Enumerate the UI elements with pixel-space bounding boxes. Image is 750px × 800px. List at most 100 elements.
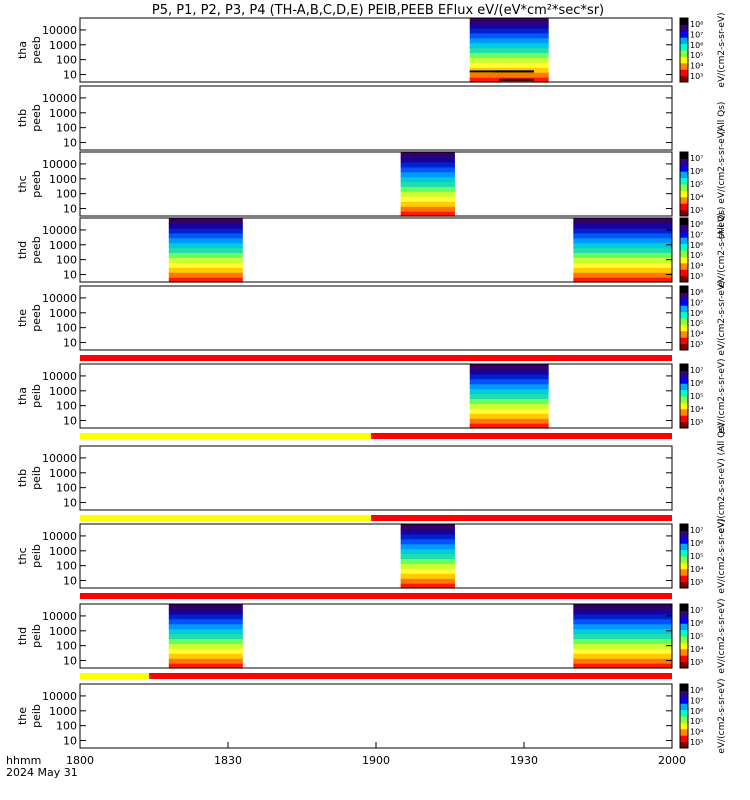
spectrogram-band-thd-peeb-0-0 [168,277,243,283]
colorbar-segment-thc-peeb-9 [680,152,688,159]
mode-bar-tha-peib-0 [80,433,372,439]
colorbar-segment-thc-peeb-8 [680,158,688,166]
colorbar-segment-thc-peib-1 [680,575,688,583]
spectrogram-band-tha-peib-0-10 [469,373,549,380]
spectrogram-band-tha-peib-0-5 [469,398,549,404]
spectrogram-band-thd-peib-1-3 [573,648,672,654]
colorbar-tick-thd-peeb-5: 10³ [690,272,703,281]
colorbar-segment-thd-peeb-9 [680,218,688,225]
colorbar-segment-thc-peib-7 [680,536,688,544]
spectrogram-band-thd-peeb-0-2 [168,267,243,273]
colorbar-label-the-peeb: eV/(cm2-s-sr-eV) [717,280,727,355]
mode-bar-thc-peib-0 [80,593,672,599]
spectrogram-band-thc-peeb-0-8 [400,171,455,178]
colorbar-segment-thd-peeb-2 [680,262,688,270]
spectrogram-band-tha-peib-0-11 [469,368,549,375]
colorbar-segment-thd-peib-3 [680,642,688,650]
colorbar-segment-the-peeb-1 [680,337,688,345]
spectrogram-band-thc-peib-0-3 [400,568,455,574]
colorbar-label-tha-peib: eV/(cm2-s-sr-eV) [717,358,727,433]
colorbar-segment-the-peib-7 [680,696,688,704]
colorbar-segment-tha-peib-9 [680,364,688,371]
spectrogram-band-tha-peeb-0-11 [469,22,549,29]
spectrogram-band-tha-peeb-0-3 [469,62,549,68]
colorbar-tick-tha-peeb-5: 10³ [690,72,703,81]
spectrogram-band-thd-peib-0-11 [168,608,243,615]
spectrogram-band-thd-peib-1-2 [573,653,672,659]
spectrogram-band-tha-peeb-0-9 [469,32,549,39]
spectrogram-band-tha-peeb-0-8 [469,37,549,44]
colorbar-tick-thc-peib-2: 10⁵ [690,552,703,561]
colorbar-segment-thc-peeb-1 [680,203,688,211]
colorbar-segment-tha-peib-1 [680,415,688,423]
colorbar-segment-thc-peeb-3 [680,190,688,198]
colorbar-tick-the-peib-0: 10⁸ [690,686,703,695]
ytick-label-the-peib-2: 100 [56,720,77,733]
colorbar-tick-thd-peeb-1: 10⁷ [690,230,703,239]
ylabel-thd-peib-1: peib [30,624,43,648]
ytick-label-the-peib-0: 10000 [42,690,77,703]
ylabel-thd-peeb-0: thd [16,241,29,259]
spectrogram-band-thd-peeb-1-5 [573,252,672,258]
colorbar-label-tha-peeb: eV/(cm2-s-sr-eV) [717,12,727,87]
colorbar-segment-thc-peeb-7 [680,164,688,172]
spectrogram-band-thd-peib-0-5 [168,638,243,644]
colorbar-segment-tha-peeb-7 [680,30,688,38]
colorbar-tick-thd-peib-2: 10⁵ [690,632,703,641]
colorbar-tick-tha-peeb-3: 10⁵ [690,51,703,60]
ytick-label-thb-peib-3: 10 [63,497,77,510]
spectrogram-band-thd-peeb-0-5 [168,252,243,258]
spectrogram-band-thc-peeb-0-5 [400,186,455,192]
colorbar-tick-tha-peeb-4: 10⁴ [690,62,703,71]
scpot-line-tha-peeb-2 [499,78,534,81]
colorbar-segment-thd-peib-5 [680,629,688,637]
colorbar-tick-tha-peeb-0: 10⁸ [690,20,703,29]
colorbar-segment-the-peib-8 [680,690,688,698]
spectrogram-band-thd-peeb-0-8 [168,237,243,244]
spectrogram-band-thd-peeb-1-6 [573,247,672,254]
spectrogram-band-thc-peeb-0-10 [400,161,455,168]
colorbar-segment-tha-peeb-0 [680,75,688,83]
colorbar-segment-thc-peib-2 [680,568,688,576]
spectrogram-band-thc-peeb-0-4 [400,191,455,197]
spectrogram-band-thd-peeb-0-7 [168,242,243,249]
panel-frame-thd-peeb [79,217,673,283]
ytick-label-tha-peib-2: 100 [56,400,77,413]
spectrogram-band-tha-peeb-0-7 [469,42,549,49]
ylabel-thd-peeb-1: peeb [30,236,43,264]
colorbar-segment-tha-peeb-1 [680,69,688,77]
spectrogram-band-thd-peib-1-0 [573,663,672,669]
colorbar-segment-tha-peib-4 [680,396,688,403]
spectrogram-band-thc-peib-0-10 [400,533,455,540]
colorbar-segment-tha-peib-6 [680,383,688,391]
spectrogram-band-tha-peib-0-12 [469,364,549,370]
colorbar-segment-the-peib-5 [680,709,688,717]
colorbar-segment-tha-peib-3 [680,402,688,410]
xtick-label-3: 1930 [510,754,538,767]
colorbar-tick-thd-peeb-0: 10⁸ [690,220,703,229]
ytick-label-thc-peeb-0: 10000 [42,158,77,171]
spectrogram-band-tha-peeb-0-12 [469,18,549,24]
colorbar-segment-the-peeb-7 [680,298,688,306]
colorbar-segment-thc-peib-9 [680,524,688,531]
ylabel-thc-peib-0: thc [16,547,29,564]
spectrogram-band-thd-peeb-0-3 [168,262,243,268]
spectrogram-band-thd-peib-0-6 [168,633,243,640]
colorbar-segment-thd-peeb-0 [680,275,688,283]
colorbar-segment-tha-peeb-4 [680,50,688,57]
spectrogram-band-thd-peeb-0-1 [168,272,243,278]
spectrogram-band-thd-peeb-0-9 [168,232,243,239]
colorbar-tick-the-peib-5: 10³ [690,738,703,747]
spectrogram-band-thd-peeb-0-10 [168,227,243,234]
spectrogram-band-tha-peeb-0-10 [469,27,549,34]
ytick-label-thb-peib-0: 10000 [42,452,77,465]
spectrogram-band-thd-peib-1-12 [573,604,672,610]
spectrogram-band-thd-peeb-1-8 [573,237,672,244]
colorbar-segment-thd-peib-0 [680,661,688,669]
colorbar-segment-thc-peib-8 [680,530,688,538]
spectrogram-band-thc-peib-0-6 [400,553,455,560]
spectrogram-band-thc-peeb-0-11 [400,156,455,163]
colorbar-tick-the-peeb-4: 10⁴ [690,330,703,339]
ytick-label-thc-peib-3: 10 [63,575,77,588]
